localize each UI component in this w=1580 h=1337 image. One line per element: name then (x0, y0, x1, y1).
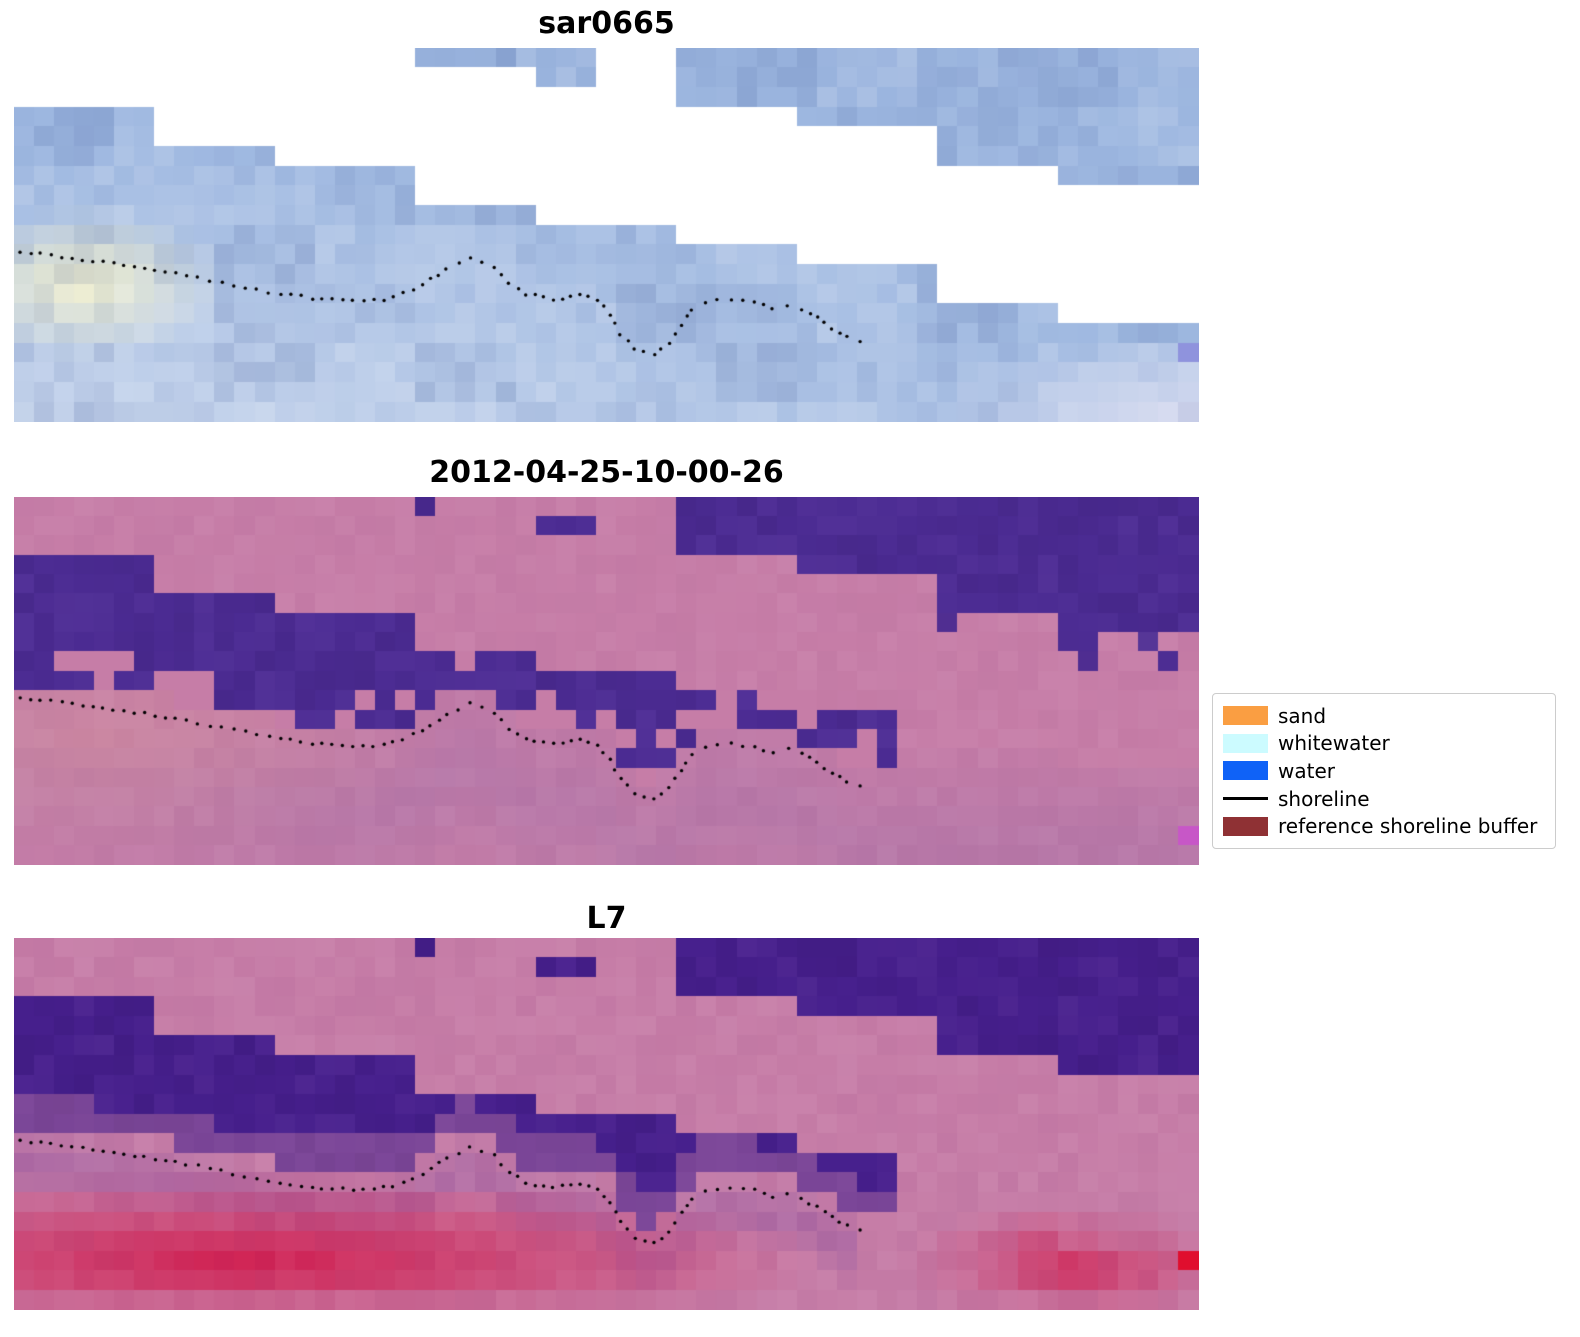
legend-item-shoreline: shoreline (1223, 788, 1545, 810)
legend-label-water: water (1278, 758, 1335, 783)
legend-item-whitewater: whitewater (1223, 732, 1545, 754)
shoreline-line-swatch (1223, 797, 1268, 800)
panel-title-sar0665: sar0665 (538, 6, 675, 41)
sand-color-swatch (1223, 706, 1268, 726)
panel-title-l7: L7 (586, 901, 627, 936)
legend-label-shoreline: shoreline (1278, 786, 1370, 811)
classified-image-panel (14, 497, 1199, 865)
legend-item-sand: sand (1223, 705, 1545, 727)
panel-title-date: 2012-04-25-10-00-26 (429, 455, 784, 490)
water-color-swatch (1223, 761, 1268, 781)
legend-label-whitewater: whitewater (1278, 731, 1390, 756)
legend-label-reference-buffer: reference shoreline buffer (1278, 814, 1538, 839)
reference-buffer-color-swatch (1223, 816, 1268, 836)
legend-item-reference-buffer: reference shoreline buffer (1223, 815, 1545, 837)
whitewater-color-swatch (1223, 733, 1268, 753)
legend-item-water: water (1223, 760, 1545, 782)
legend: sand whitewater water shoreline referenc… (1212, 693, 1556, 849)
l7-image-panel (14, 938, 1199, 1310)
legend-label-sand: sand (1278, 703, 1327, 728)
sar-image-panel (14, 48, 1199, 422)
